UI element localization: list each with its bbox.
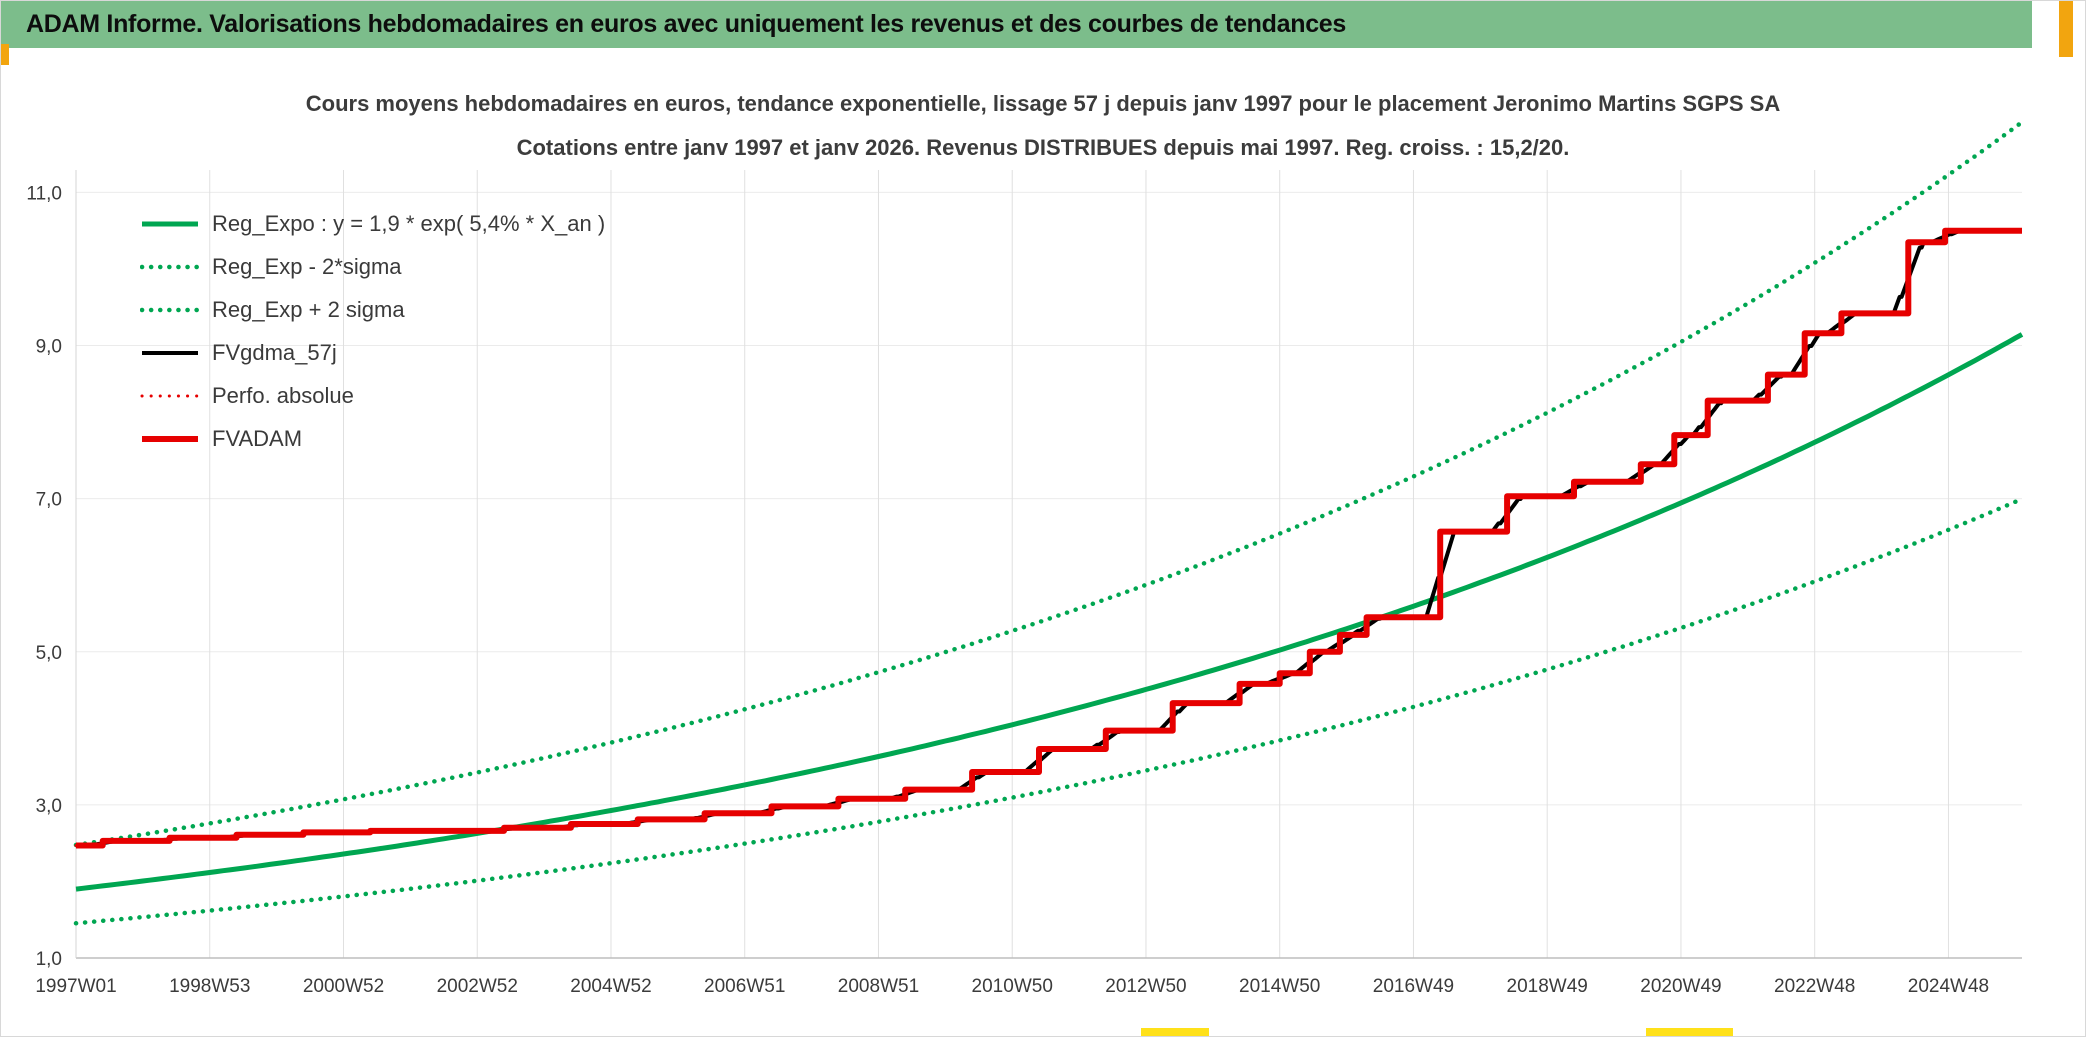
legend-item-reg-exp-minus-2sigma[interactable]: Reg_Exp - 2*sigma: [140, 245, 605, 288]
x-tick-label: 2024W48: [1908, 976, 1989, 997]
dotted-line-swatch-icon: [140, 307, 200, 312]
legend-label: Perfo. absolue: [212, 382, 354, 408]
series-line-reg-exp-plus-2sigma: [73, 119, 2025, 848]
y-tick-label: 3,0: [36, 796, 62, 817]
selection-handle-right[interactable]: [2059, 0, 2073, 57]
dotted-line-swatch-icon: [140, 264, 200, 269]
legend-item-reg-exp-plus-2sigma[interactable]: Reg_Exp + 2 sigma: [140, 288, 605, 331]
y-tick-label: 5,0: [36, 643, 62, 664]
legend-label: FVADAM: [212, 425, 303, 451]
legend-item-fvadam[interactable]: FVADAM: [140, 417, 605, 460]
selection-handle-bottom-1[interactable]: [1141, 1028, 1209, 1037]
x-tick-label: 2004W52: [570, 976, 651, 997]
legend-label: Reg_Exp - 2*sigma: [212, 253, 402, 279]
banner-title: ADAM Informe. Valorisations hebdomadaire…: [26, 9, 1347, 38]
x-tick-label: 2012W50: [1105, 976, 1186, 997]
banner: ADAM Informe. Valorisations hebdomadaire…: [0, 0, 2032, 48]
x-tick-label: 2020W49: [1640, 976, 1721, 997]
x-tick-label: 2014W50: [1239, 976, 1320, 997]
legend-label: Reg_Expo : y = 1,9 * exp( 5,4% * X_an ): [212, 210, 606, 236]
dotted-line-swatch-icon: [140, 394, 200, 397]
legend-item-fvgdma-57j[interactable]: FVgdma_57j: [140, 331, 605, 374]
series-line-fvadam: [76, 227, 2022, 849]
x-tick-label: 2000W52: [303, 976, 384, 997]
selection-handle-bottom-2[interactable]: [1646, 1028, 1733, 1037]
solid-line-swatch-icon: [142, 350, 198, 355]
x-tick-label: 2018W49: [1507, 976, 1588, 997]
y-tick-label: 9,0: [36, 337, 62, 358]
y-tick-label: 11,0: [26, 183, 62, 204]
legend-label: FVgdma_57j: [212, 339, 337, 365]
series-line-reg-expo: [75, 332, 2024, 892]
series-line-reg-exp-minus-2sigma: [73, 496, 2025, 926]
legend-item-perfo-absolue[interactable]: Perfo. absolue: [140, 374, 605, 417]
legend-item-reg-expo[interactable]: Reg_Expo : y = 1,9 * exp( 5,4% * X_an ): [140, 202, 605, 245]
x-tick-label: 1998W53: [169, 976, 250, 997]
x-tick-label: 2010W50: [972, 976, 1053, 997]
selection-handle-left[interactable]: [0, 44, 9, 65]
legend-label: Reg_Exp + 2 sigma: [212, 296, 405, 322]
x-tick-label: 2002W52: [437, 976, 518, 997]
x-tick-label: 1997W01: [35, 976, 116, 997]
y-tick-label: 1,0: [36, 949, 62, 970]
x-tick-label: 2022W48: [1774, 976, 1855, 997]
x-tick-label: 2006W51: [704, 976, 785, 997]
x-tick-label: 2008W51: [838, 976, 919, 997]
chart-legend: Reg_Expo : y = 1,9 * exp( 5,4% * X_an ) R…: [140, 202, 605, 460]
x-tick-label: 2016W49: [1373, 976, 1454, 997]
y-tick-label: 7,0: [36, 490, 62, 511]
solid-line-swatch-icon: [142, 435, 198, 442]
solid-line-swatch-icon: [142, 221, 198, 226]
